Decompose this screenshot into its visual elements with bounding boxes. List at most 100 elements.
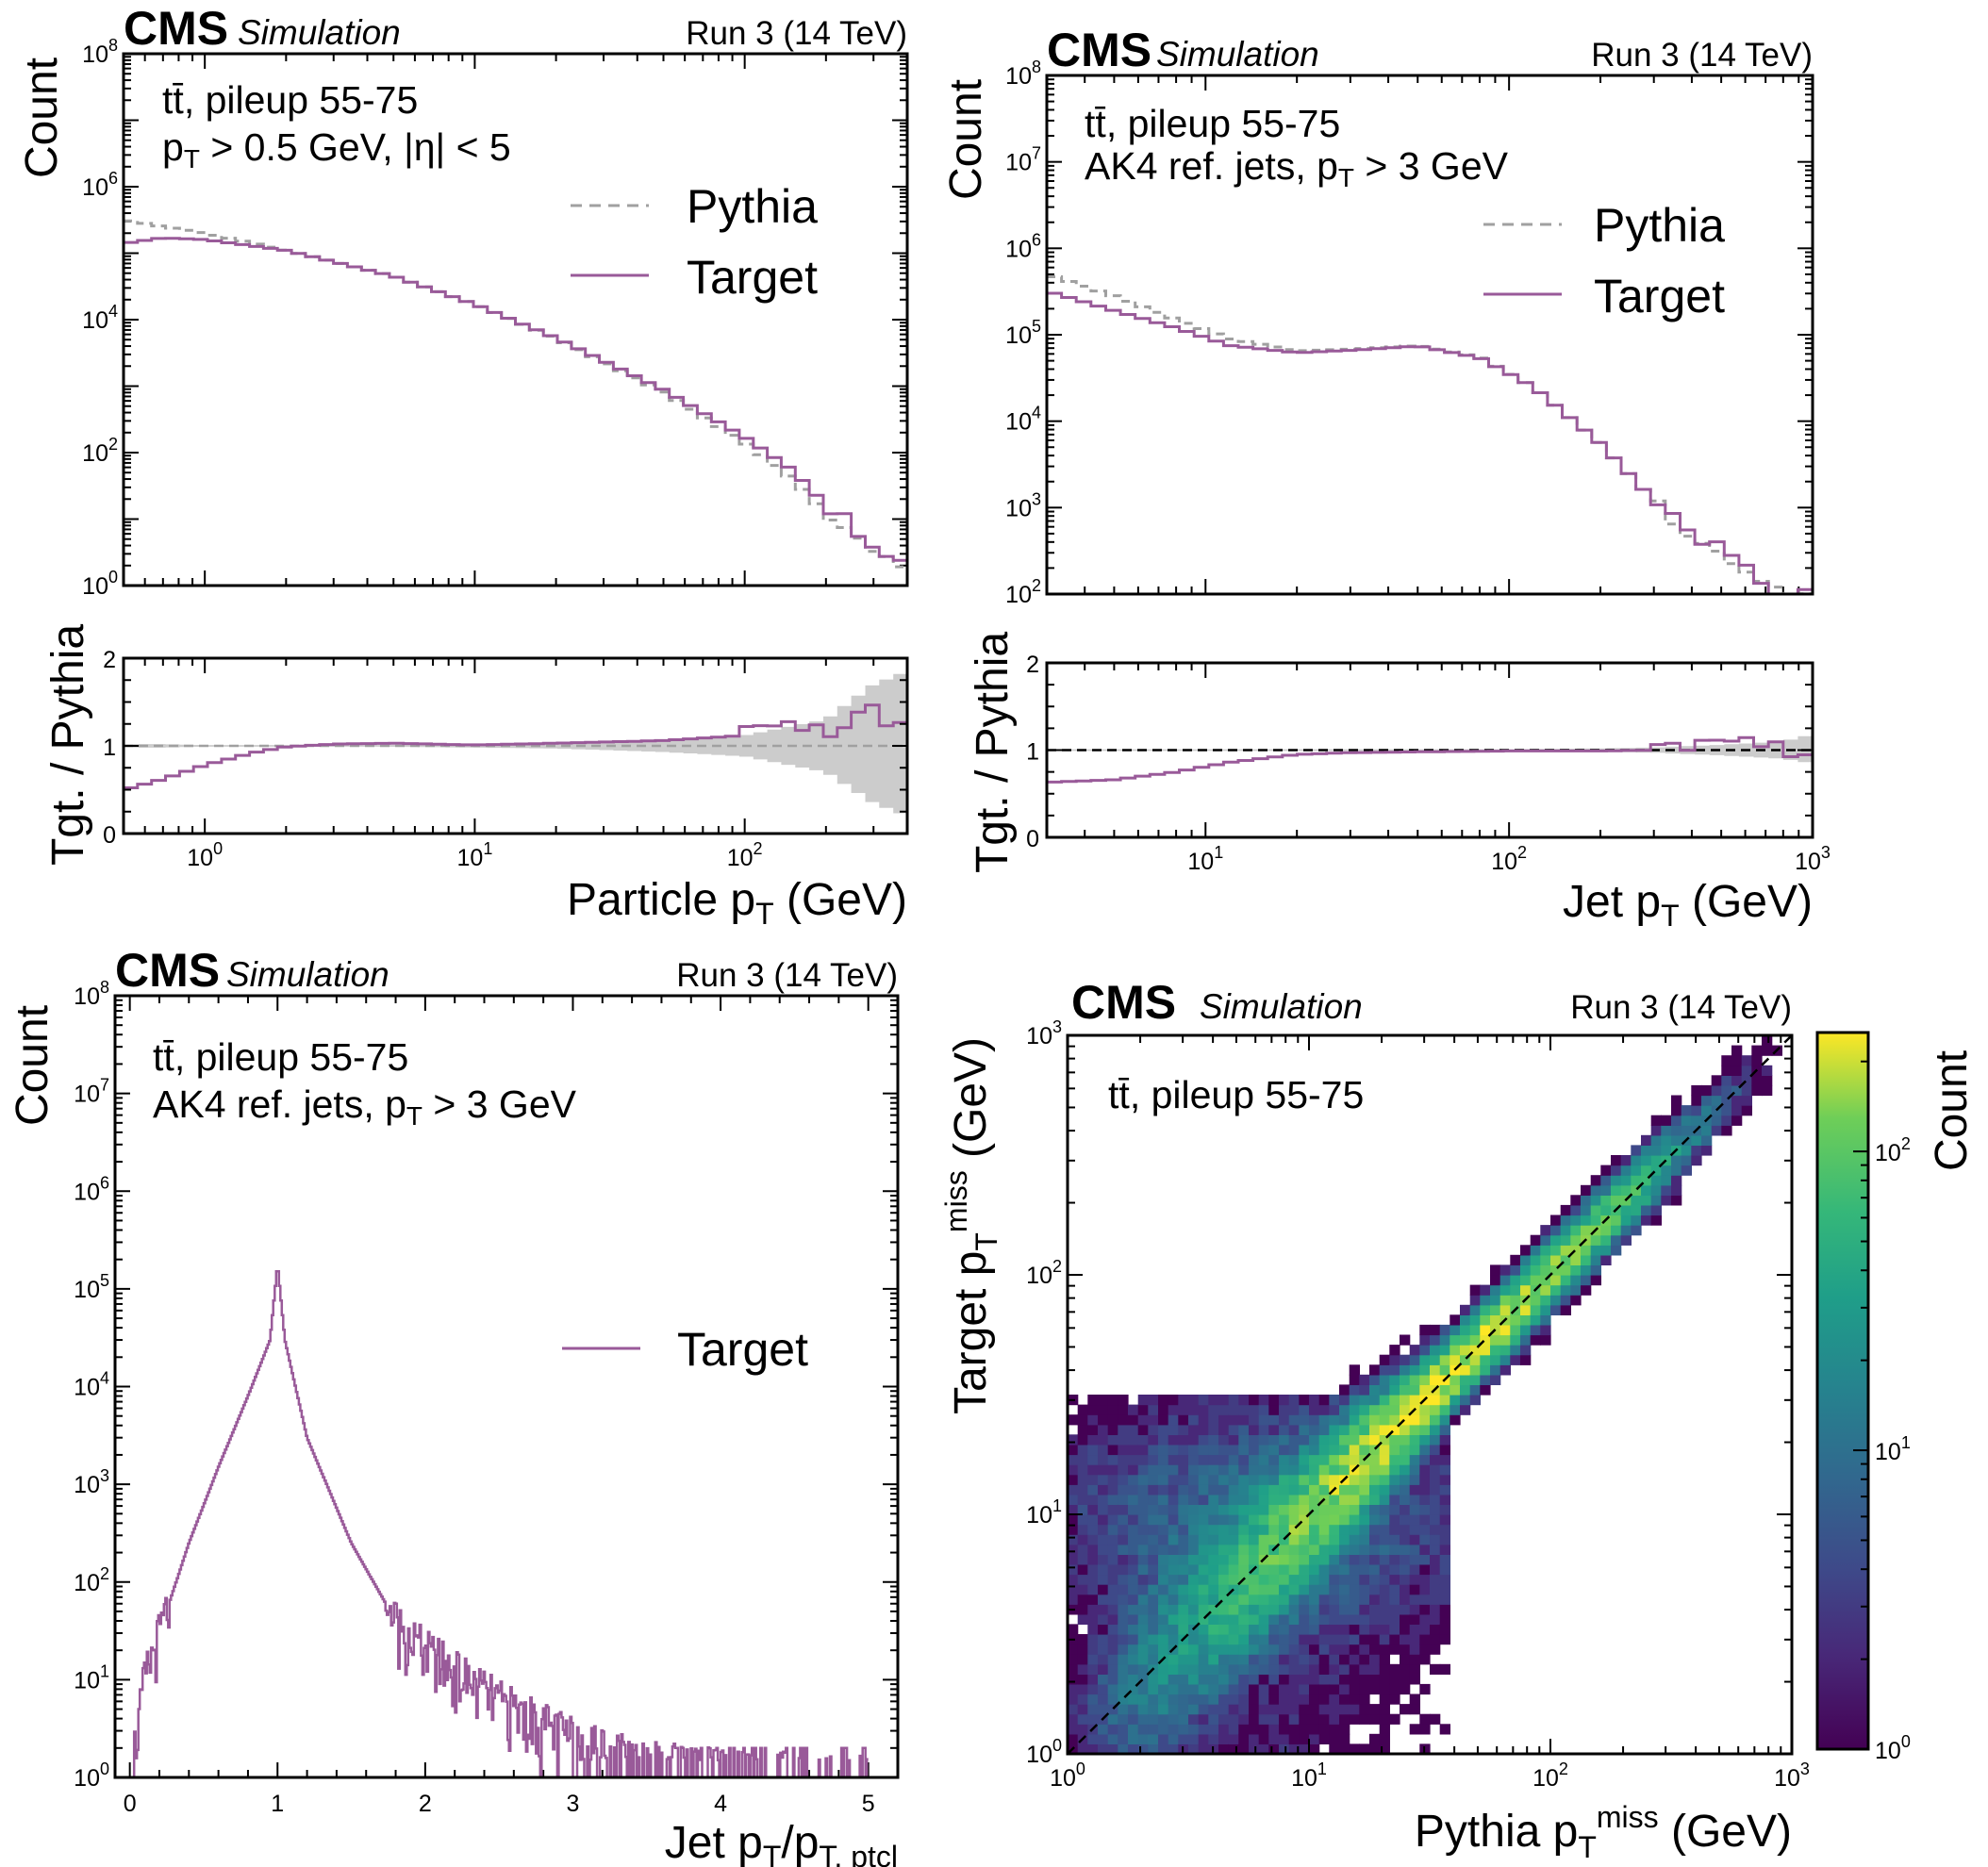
heatmap-cell [1279, 1464, 1290, 1476]
heatmap-cell [1480, 1284, 1491, 1296]
heatmap-cell [1258, 1704, 1269, 1715]
heatmap-cell [1691, 1084, 1702, 1097]
heatmap-cell [1349, 1694, 1360, 1705]
heatmap-cell [1762, 1035, 1773, 1047]
heatmap-cell [1318, 1683, 1330, 1695]
y-tick-label: 103 [1026, 1017, 1062, 1049]
heatmap-cell [1118, 1713, 1129, 1725]
heatmap-cell [1228, 1494, 1239, 1505]
heatmap-cell [1620, 1155, 1632, 1166]
heatmap-cell [1480, 1295, 1491, 1306]
heatmap-cell [1430, 1494, 1441, 1505]
heatmap-cell [1430, 1574, 1441, 1585]
heatmap-cell [1359, 1584, 1370, 1595]
heatmap-cell [1560, 1245, 1571, 1256]
heatmap-cell [1419, 1384, 1431, 1396]
heatmap-cell [1238, 1514, 1250, 1526]
heatmap-cell [1309, 1474, 1320, 1485]
heatmap-cell [1249, 1424, 1260, 1435]
y-tick-label: 106 [74, 1173, 109, 1205]
heatmap-cell [1550, 1295, 1562, 1306]
heatmap-cell [1077, 1704, 1088, 1715]
heatmap-cell [1238, 1743, 1250, 1755]
heatmap-cell [1581, 1184, 1592, 1196]
heatmap-cell [1258, 1434, 1269, 1446]
heatmap-cell [1268, 1524, 1280, 1535]
heatmap-cell [1389, 1414, 1400, 1426]
heatmap-cell [1218, 1464, 1230, 1476]
x-tick-label: 102 [1491, 843, 1527, 875]
heatmap-cell [1329, 1414, 1340, 1426]
main-plot-frame [1066, 1033, 1794, 1756]
heatmap-cell [1137, 1613, 1149, 1625]
heatmap-cell [1098, 1674, 1109, 1685]
heatmap-cell [1107, 1563, 1118, 1576]
heatmap-cell [1258, 1683, 1269, 1695]
heatmap-cell [1349, 1624, 1360, 1635]
heatmap-cell [1379, 1713, 1390, 1725]
heatmap-cell [1400, 1563, 1411, 1576]
heatmap-cell [1168, 1663, 1179, 1675]
heatmap-cell [1339, 1384, 1350, 1396]
heatmap-cell [1309, 1683, 1320, 1695]
heatmap-cell [1711, 1115, 1722, 1126]
heatmap-cell [1349, 1594, 1360, 1605]
heatmap-cell [1158, 1624, 1169, 1635]
heatmap-cell [1469, 1284, 1481, 1296]
heatmap-cell [1208, 1414, 1219, 1426]
heatmap-cell [1409, 1563, 1420, 1576]
heatmap-cell [1349, 1534, 1360, 1545]
heatmap-cell [1178, 1414, 1189, 1426]
heatmap-cell [1671, 1095, 1682, 1106]
heatmap-cell [1691, 1155, 1702, 1166]
heatmap-cell [1158, 1584, 1169, 1595]
heatmap-cell [1318, 1674, 1330, 1685]
heatmap-cell [1349, 1613, 1360, 1625]
heatmap-cell [1439, 1554, 1450, 1565]
heatmap-cell [1419, 1554, 1431, 1565]
heatmap-cell [1268, 1584, 1280, 1595]
heatmap-cell [1359, 1434, 1370, 1446]
heatmap-cell [1238, 1504, 1250, 1515]
heatmap-cell [1671, 1195, 1682, 1206]
heatmap-cell [1188, 1534, 1200, 1545]
heatmap-cell [1249, 1544, 1260, 1555]
heatmap-cell [1419, 1724, 1431, 1735]
heatmap-cell [1137, 1434, 1149, 1446]
heatmap-cell [1077, 1554, 1088, 1565]
heatmap-cell [1087, 1474, 1099, 1485]
heatmap-cell [1419, 1574, 1431, 1585]
heatmap-cell [1168, 1494, 1179, 1505]
heatmap-cell [1168, 1474, 1179, 1485]
heatmap-cell [1349, 1414, 1360, 1426]
heatmap-cells [1068, 1035, 1782, 1755]
heatmap-cell [1118, 1454, 1129, 1465]
heatmap-cell [1400, 1374, 1411, 1385]
y-tick-label: 105 [1005, 317, 1041, 349]
heatmap-cell [1359, 1594, 1370, 1605]
heatmap-cell [1299, 1524, 1310, 1535]
heatmap-cell [1318, 1464, 1330, 1476]
heatmap-cell [1299, 1434, 1310, 1446]
heatmap-cell [1128, 1454, 1139, 1465]
heatmap-cell [1288, 1424, 1300, 1435]
heatmap-cell [1318, 1395, 1330, 1406]
heatmap-cell [1611, 1225, 1622, 1236]
heatmap-cell [1329, 1514, 1340, 1526]
heatmap-cell [1349, 1713, 1360, 1725]
heatmap-cell [1178, 1464, 1189, 1476]
heatmap-cell [1198, 1713, 1209, 1725]
heatmap-cell [1590, 1214, 1601, 1226]
heatmap-cell [1339, 1563, 1350, 1576]
heatmap-cell [1128, 1563, 1139, 1576]
heatmap-cell [1741, 1095, 1752, 1106]
heatmap-cell [1751, 1075, 1763, 1086]
heatmap-cell [1208, 1683, 1219, 1695]
heatmap-cell [1299, 1613, 1310, 1625]
y-tick-label: 107 [74, 1076, 109, 1108]
heatmap-cell [1188, 1464, 1200, 1476]
heatmap-cell [1288, 1414, 1300, 1426]
heatmap-cell [1409, 1574, 1420, 1585]
heatmap-cell [1590, 1254, 1601, 1265]
